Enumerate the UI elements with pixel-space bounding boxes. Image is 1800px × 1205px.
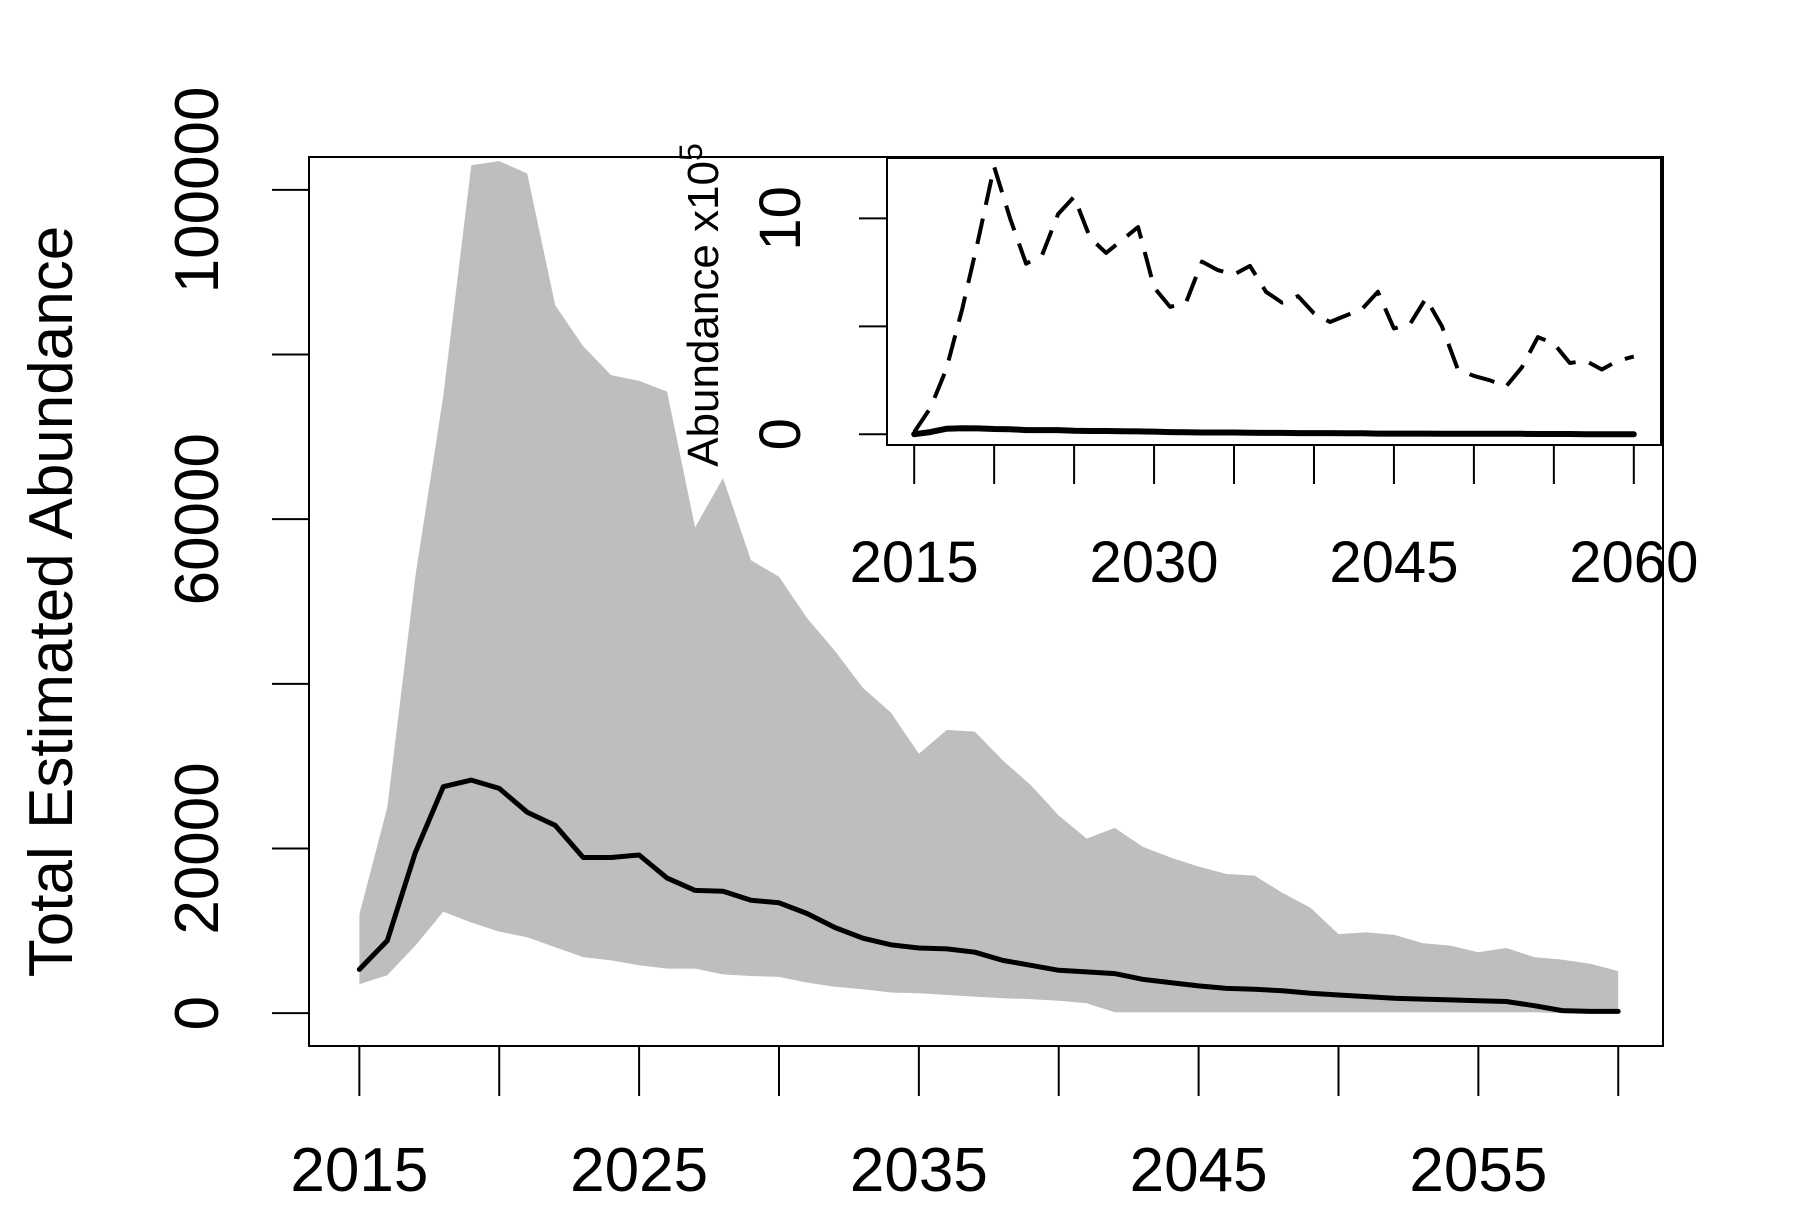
x-axis: 2015 2025 2035 2045 2055: [290, 1045, 1620, 1205]
main-plot: 2015 2025 2035 2045 2055 0 20000 60000 100000 Tot…: [17, 86, 1664, 1205]
inset-y-axis-title-text: Abundance x10: [679, 161, 728, 467]
x-tick-label-2045: 2045: [1130, 1136, 1268, 1200]
y-tick-label-0: 0: [163, 996, 232, 1030]
inset-plot: 2015 2030 2045 2060 0 10 Abundance x105: [673, 143, 1698, 595]
y-axis-title: Total Estimated Abundance: [17, 226, 86, 977]
inset-mean-line: [911, 425, 1637, 438]
y-axis: 0 20000 60000 100000: [163, 86, 310, 1030]
inset-x-axis: 2015 2030 2045 2060: [850, 444, 1698, 595]
inset-y-tick-label-10: 10: [748, 186, 813, 251]
inset-x-tick-label-2060: 2060: [1569, 530, 1698, 595]
inset-x-tick-label-2015: 2015: [850, 530, 979, 595]
inset-y-axis-title-superscript: 5: [673, 143, 709, 161]
mean-line: [356, 777, 1621, 1014]
x-tick-label-2055: 2055: [1409, 1136, 1547, 1200]
confidence-band: [359, 161, 1619, 1014]
inset-y-axis-title: Abundance x105: [673, 143, 728, 467]
y-tick-label-20000: 20000: [163, 762, 232, 934]
x-tick-label-2015: 2015: [290, 1136, 428, 1200]
inset-y-tick-label-0: 0: [748, 418, 813, 450]
inset-x-tick-label-2030: 2030: [1090, 530, 1219, 595]
y-tick-label-60000: 60000: [163, 433, 232, 605]
inset-y-axis: 0 10: [748, 186, 888, 450]
inset-upper-dashed-line: [912, 164, 1635, 434]
y-tick-label-100000: 100000: [163, 86, 232, 293]
inset-frame: [886, 157, 1662, 446]
inset-x-tick-label-2045: 2045: [1329, 530, 1458, 595]
x-tick-label-2035: 2035: [850, 1136, 988, 1200]
x-tick-label-2025: 2025: [570, 1136, 708, 1200]
